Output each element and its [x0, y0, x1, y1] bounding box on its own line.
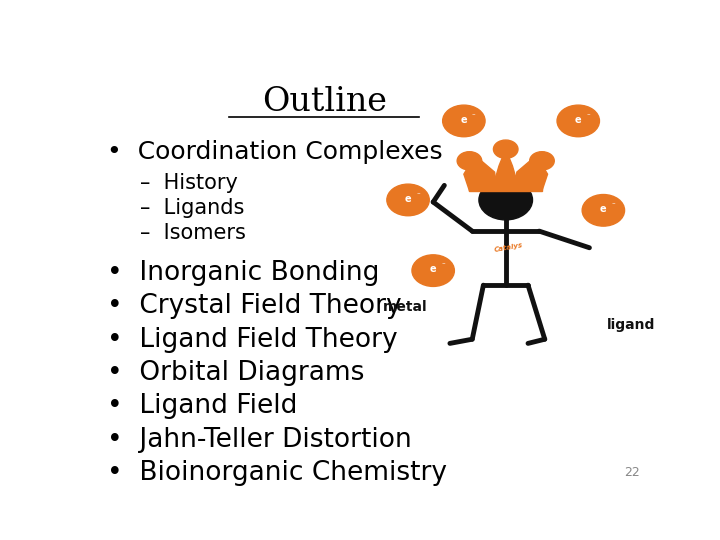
Text: •  Crystal Field Theory: • Crystal Field Theory [107, 294, 401, 320]
Circle shape [479, 180, 533, 220]
Circle shape [582, 194, 624, 226]
Circle shape [387, 184, 429, 216]
Text: ⁻: ⁻ [586, 113, 590, 119]
Text: ⁻: ⁻ [611, 202, 616, 208]
Text: ⁻: ⁻ [441, 262, 445, 268]
Text: •  Inorganic Bonding: • Inorganic Bonding [107, 260, 379, 286]
Text: –  Ligands: – Ligands [140, 198, 245, 218]
Text: metal: metal [383, 300, 428, 314]
Text: •  Orbital Diagrams: • Orbital Diagrams [107, 360, 364, 386]
Circle shape [557, 105, 600, 137]
Text: •  Bioinorganic Chemistry: • Bioinorganic Chemistry [107, 460, 446, 486]
Text: e: e [575, 114, 582, 125]
Circle shape [457, 152, 482, 170]
Text: –  History: – History [140, 173, 238, 193]
Circle shape [412, 255, 454, 286]
Text: e: e [600, 204, 607, 214]
Text: •  Jahn-Teller Distortion: • Jahn-Teller Distortion [107, 427, 412, 453]
Text: Catalys: Catalys [494, 242, 523, 253]
Polygon shape [492, 149, 520, 191]
Circle shape [530, 152, 554, 170]
Polygon shape [514, 156, 547, 191]
Text: e: e [430, 265, 436, 274]
Text: ⁻: ⁻ [472, 113, 476, 119]
Text: –  Isomers: – Isomers [140, 223, 246, 243]
Text: Outline: Outline [262, 85, 387, 118]
Text: e: e [405, 194, 411, 204]
Text: 22: 22 [624, 465, 639, 478]
Text: ⁻: ⁻ [416, 192, 420, 198]
Text: •  Coordination Complexes: • Coordination Complexes [107, 140, 442, 164]
Polygon shape [469, 187, 542, 191]
Circle shape [443, 105, 485, 137]
Polygon shape [464, 156, 498, 191]
Text: e: e [461, 114, 467, 125]
Text: •  Ligand Field Theory: • Ligand Field Theory [107, 327, 397, 353]
Circle shape [493, 140, 518, 158]
Text: ligand: ligand [607, 319, 655, 333]
Text: •  Ligand Field: • Ligand Field [107, 393, 297, 419]
